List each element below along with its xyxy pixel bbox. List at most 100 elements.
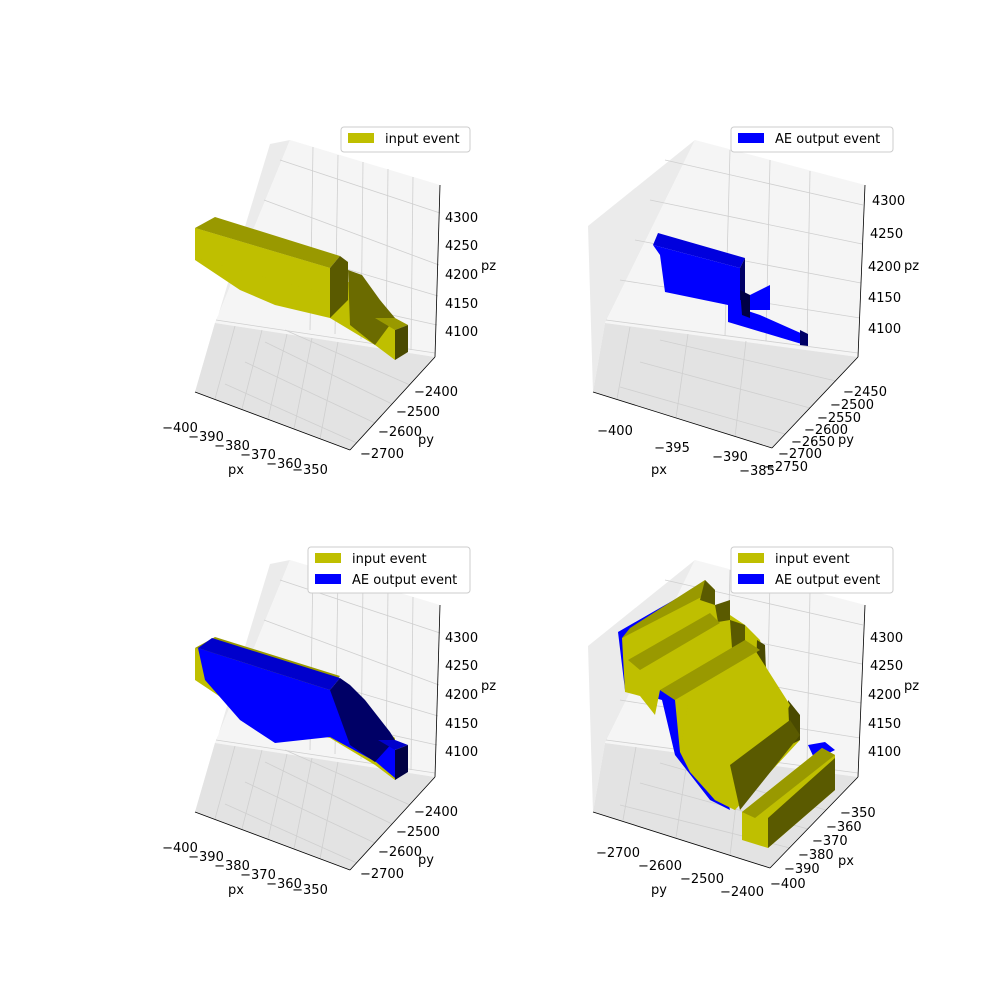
voxel-face-side bbox=[395, 745, 408, 780]
tick-label: −2400 bbox=[414, 805, 458, 820]
tick-label: −2650 bbox=[791, 435, 835, 450]
legend-swatch-input bbox=[315, 553, 341, 563]
voxels-input bbox=[622, 580, 835, 848]
tick-label: 4300 bbox=[870, 631, 903, 646]
tick-label: −395 bbox=[654, 441, 690, 456]
voxels-output bbox=[198, 638, 408, 780]
voxel-face-top bbox=[742, 748, 835, 818]
tick-label: −2700 bbox=[596, 846, 640, 861]
voxel-face-top bbox=[660, 640, 760, 700]
axis-z: 4300 4250 4200 4150 4100 pz bbox=[434, 184, 496, 358]
tick-label: −390 bbox=[188, 430, 224, 445]
tick-label: −2450 bbox=[843, 385, 887, 400]
axis-z: 4300 4250 4200 4150 4100 pz bbox=[857, 604, 919, 778]
axis-y: −350 −360 −370 −380 −390 −400 px bbox=[769, 776, 876, 892]
axis-z: 4300 4250 4200 4150 4100 pz bbox=[857, 184, 919, 358]
tick-label: 4150 bbox=[868, 717, 901, 732]
axis-label-x: px bbox=[651, 463, 667, 478]
tick-label: −2750 bbox=[764, 460, 808, 475]
tick-label: 4200 bbox=[868, 260, 901, 275]
voxel-face-side bbox=[330, 256, 348, 318]
legend-swatch-output bbox=[315, 574, 341, 584]
panel-top-right: −400 −395 −390 −385 px −2450 −2500 −2550… bbox=[588, 126, 919, 479]
tick-label: 4300 bbox=[872, 194, 905, 209]
axis-x: −400 −390 −380 −370 −360 −350 px bbox=[162, 391, 351, 478]
legend-swatch-output bbox=[738, 133, 764, 143]
voxel-face-side bbox=[730, 620, 745, 648]
voxel-face-front bbox=[682, 650, 790, 810]
axis-y: −2450 −2500 −2550 −2600 −2650 −2700 −275… bbox=[764, 356, 887, 475]
axis-label-y: py bbox=[838, 433, 854, 448]
tick-label: −2600 bbox=[804, 423, 848, 438]
tick-label: −350 bbox=[292, 463, 328, 478]
tick-label: 4250 bbox=[870, 659, 903, 674]
tick-label: −400 bbox=[770, 877, 806, 892]
tick-label: 4150 bbox=[445, 717, 478, 732]
voxel-face-front bbox=[195, 228, 330, 295]
tick-label: −2600 bbox=[378, 425, 422, 440]
tick-label: 4300 bbox=[445, 631, 478, 646]
tick-label: −2700 bbox=[360, 867, 404, 882]
axis-x: −400 −395 −390 −385 px bbox=[592, 391, 775, 479]
tick-label: −2700 bbox=[778, 447, 822, 462]
tick-label: 4100 bbox=[868, 745, 901, 760]
legend-swatch-input bbox=[348, 133, 374, 143]
tick-label: −390 bbox=[784, 862, 820, 877]
tick-label: −2400 bbox=[414, 385, 458, 400]
axis-label-z: pz bbox=[904, 679, 919, 694]
voxel-face-top bbox=[622, 580, 715, 638]
tick-label: 4250 bbox=[445, 659, 478, 674]
tick-label: −2550 bbox=[817, 411, 861, 426]
tick-label: 4100 bbox=[445, 325, 478, 340]
voxel-face-side bbox=[348, 270, 395, 345]
tick-label: −2600 bbox=[378, 845, 422, 860]
legend-swatch-input bbox=[738, 553, 764, 563]
voxel-face-side bbox=[800, 330, 808, 346]
panel-bottom-right: −2700 −2600 −2500 −2400 py −350 −360 −37… bbox=[588, 546, 919, 900]
axis-label-x: py bbox=[651, 883, 667, 898]
voxel-face-top bbox=[653, 233, 745, 268]
voxel-face-top bbox=[195, 217, 340, 268]
axis-label-z: pz bbox=[481, 679, 496, 694]
tick-label: 4250 bbox=[445, 239, 478, 254]
legend-label: input event bbox=[352, 552, 427, 567]
voxel-face-top bbox=[375, 318, 408, 330]
tick-label: 4100 bbox=[868, 322, 901, 337]
panel-bottom-left: −400 −390 −380 −370 −360 −350 px −2400 −… bbox=[162, 546, 496, 898]
tick-label: −400 bbox=[597, 424, 633, 439]
tick-label: −2500 bbox=[396, 405, 440, 420]
axis-y: −2400 −2500 −2600 −2700 py bbox=[349, 356, 458, 462]
legend: input event bbox=[340, 126, 471, 153]
legend: input event AE output event bbox=[307, 546, 471, 594]
tick-label: 4200 bbox=[445, 688, 478, 703]
tick-label: −390 bbox=[188, 850, 224, 865]
axis-x: −2700 −2600 −2500 −2400 py bbox=[592, 811, 771, 900]
grid-lines bbox=[605, 149, 864, 438]
axis-x: −400 −390 −380 −370 −360 −350 px bbox=[162, 811, 351, 898]
voxel-face-front bbox=[198, 648, 395, 778]
tick-label: −390 bbox=[712, 450, 748, 465]
tick-label: −385 bbox=[739, 464, 775, 479]
tick-label: −380 bbox=[214, 859, 250, 874]
tick-label: −360 bbox=[266, 457, 302, 472]
axis-y: −2400 −2500 −2600 −2700 py bbox=[349, 776, 458, 882]
tick-label: −350 bbox=[840, 806, 876, 821]
voxel-face-top bbox=[378, 740, 408, 750]
tick-label: −2500 bbox=[830, 398, 874, 413]
tick-label: −370 bbox=[240, 448, 276, 463]
legend-label: AE output event bbox=[775, 573, 880, 588]
axis-label-y: px bbox=[838, 854, 854, 869]
legend-label: input event bbox=[775, 552, 850, 567]
voxel-face-side bbox=[768, 758, 835, 848]
tick-label: 4300 bbox=[445, 211, 478, 226]
legend-label: AE output event bbox=[352, 573, 457, 588]
tick-label: −380 bbox=[798, 848, 834, 863]
tick-label: −2600 bbox=[638, 859, 682, 874]
tick-label: −400 bbox=[162, 841, 198, 856]
tick-label: 4250 bbox=[870, 227, 903, 242]
legend-label: AE output event bbox=[775, 132, 880, 147]
legend-label: input event bbox=[385, 132, 460, 147]
voxel-face-top bbox=[628, 613, 720, 670]
tick-label: 4200 bbox=[868, 688, 901, 703]
